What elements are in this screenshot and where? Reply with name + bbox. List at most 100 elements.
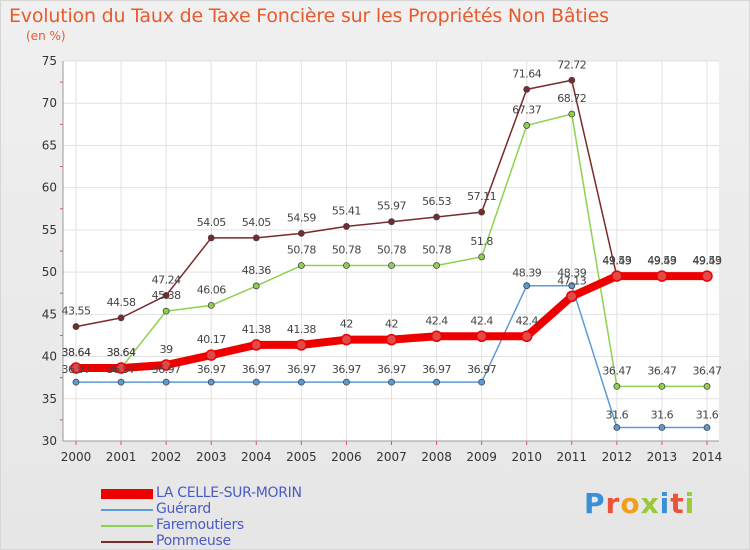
x-tick-label: 2004 (241, 450, 272, 464)
data-point (250, 339, 263, 351)
data-label: 36.97 (152, 363, 181, 376)
data-point (70, 362, 82, 374)
data-point (566, 290, 578, 303)
data-label: 36.47 (602, 364, 631, 377)
data-point (117, 314, 125, 322)
y-tick-label: 55 (42, 223, 57, 237)
proxiti-logo: Proxiti (584, 487, 695, 520)
y-tick-label: 50 (42, 265, 57, 279)
logo-letter: i (659, 487, 671, 520)
data-label: 48.39 (512, 267, 541, 280)
legend-swatch (101, 525, 153, 527)
data-point (117, 378, 125, 386)
data-point (343, 378, 350, 386)
data-label: 36.97 (62, 363, 91, 376)
data-label: 42.4 (515, 314, 538, 327)
legend-label: Guérard (156, 501, 211, 517)
data-label: 71.64 (512, 67, 541, 80)
data-label: 49.49 (693, 254, 722, 267)
data-point (343, 223, 350, 230)
x-tick-label: 2008 (421, 450, 452, 464)
logo-letter: t (670, 487, 685, 520)
data-label: 36.97 (332, 363, 361, 376)
data-label: 42 (340, 318, 353, 331)
data-label: 36.97 (107, 363, 136, 376)
data-point (162, 378, 170, 386)
data-point (478, 378, 486, 386)
data-point (207, 378, 215, 386)
data-label: 49.53 (602, 254, 631, 267)
data-point (475, 330, 488, 343)
x-tick-label: 2000 (61, 450, 92, 464)
data-label: 36.97 (197, 363, 226, 376)
data-point (613, 382, 621, 390)
y-tick-label: 30 (42, 434, 57, 448)
data-point (388, 218, 395, 226)
y-tick-label: 70 (42, 96, 57, 110)
data-point (520, 330, 533, 343)
data-label: 47.13 (557, 274, 586, 287)
data-label: 36.97 (377, 363, 406, 376)
data-point (205, 349, 217, 361)
data-label: 50.78 (332, 244, 361, 257)
x-tick-label: 2002 (151, 450, 182, 464)
x-tick-label: 2011 (557, 450, 588, 464)
data-point (658, 382, 666, 390)
x-tick-label: 2010 (511, 450, 542, 464)
data-point (568, 110, 576, 118)
data-point (160, 359, 172, 371)
y-tick-label: 45 (42, 307, 57, 321)
data-label: 31.6 (606, 408, 629, 421)
data-point (207, 234, 215, 242)
data-point (385, 333, 398, 346)
data-point (207, 301, 215, 309)
data-point (433, 213, 440, 221)
data-label: 49.53 (693, 254, 722, 267)
data-label: 55.97 (377, 200, 406, 213)
x-tick-label: 2003 (196, 450, 227, 464)
chart-title: Evolution du Taux de Taxe Foncière sur l… (9, 5, 609, 27)
legend-swatch (101, 541, 153, 543)
data-label: 48.39 (557, 267, 586, 280)
data-label: 31.6 (696, 408, 719, 421)
logo-letter: r (605, 487, 621, 520)
y-tick-label: 65 (42, 138, 57, 152)
data-label: 68.72 (557, 92, 586, 105)
y-tick-label: 40 (42, 350, 57, 364)
data-point (252, 378, 260, 386)
data-label: 54.05 (242, 216, 271, 229)
data-label: 49.53 (647, 254, 676, 267)
data-label: 49.49 (602, 254, 631, 267)
data-label: 50.78 (377, 244, 406, 257)
data-label: 42 (385, 318, 398, 331)
legend-swatch (101, 489, 153, 499)
data-label: 42.4 (470, 314, 493, 327)
data-point (611, 270, 623, 282)
data-label: 54.05 (197, 216, 226, 229)
data-label: 36.97 (287, 363, 316, 376)
data-label: 51.8 (470, 235, 493, 248)
data-label: 55.41 (332, 204, 361, 217)
data-point (162, 307, 170, 315)
data-label: 36.97 (467, 363, 496, 376)
data-point (115, 362, 127, 374)
data-label: 39 (160, 343, 173, 356)
data-label: 36.47 (647, 364, 676, 377)
x-tick-label: 2013 (647, 450, 678, 464)
data-point (523, 282, 531, 290)
data-point (297, 262, 305, 269)
data-label: 38.64 (107, 346, 136, 359)
data-label: 41.38 (287, 323, 316, 336)
data-label: 72.72 (557, 58, 586, 71)
data-label: 42.4 (425, 314, 448, 327)
logo-letter: i (684, 487, 696, 520)
data-point (72, 378, 80, 386)
data-point (162, 292, 170, 299)
data-point (478, 253, 486, 261)
data-label: 56.53 (422, 195, 451, 208)
data-point (568, 282, 576, 290)
data-label: 41.38 (242, 323, 271, 336)
data-label: 50.78 (287, 244, 316, 257)
data-point (252, 282, 260, 290)
